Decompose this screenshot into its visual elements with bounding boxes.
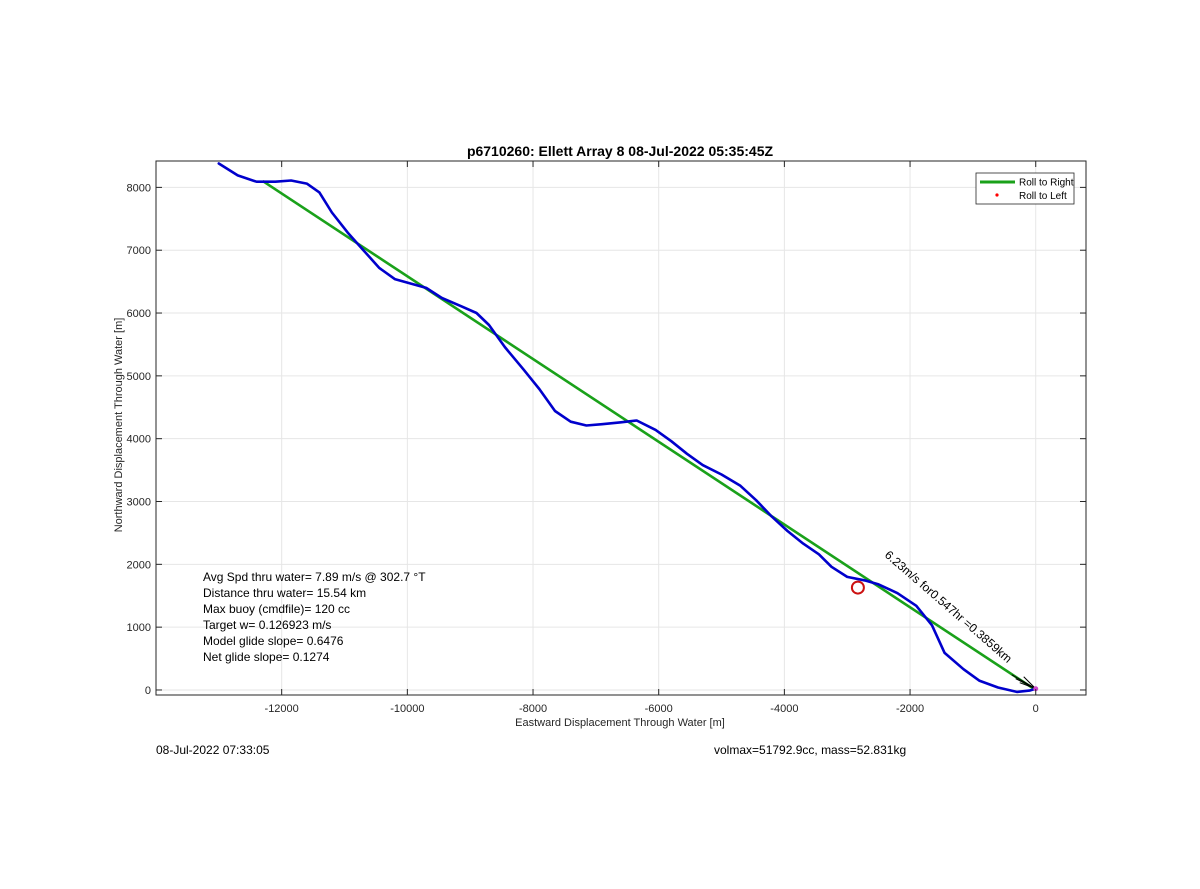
legend-roll-left-label: Roll to Left: [1019, 191, 1067, 202]
origin-point: [1033, 686, 1039, 692]
footer-timestamp: 08-Jul-2022 07:33:05: [156, 743, 270, 757]
grid-lines: [156, 161, 1086, 695]
current-arrow: [1023, 676, 1037, 690]
y-tick-label: 3000: [127, 497, 151, 509]
y-tick-label: 8000: [127, 182, 151, 194]
stats-block: Avg Spd thru water= 7.89 m/s @ 302.7 °T …: [203, 570, 426, 664]
glider-track-line: [217, 162, 1037, 694]
x-tick-label: -2000: [896, 703, 924, 715]
x-tick-label: -12000: [265, 703, 299, 715]
tick-marks: [156, 161, 1086, 695]
y-axis-label: Northward Displacement Through Water [m]: [113, 318, 125, 533]
y-tick-label: 4000: [127, 434, 151, 446]
x-tick-label: -6000: [645, 703, 673, 715]
legend-box: [975, 172, 1075, 205]
y-tick-label: 6000: [127, 308, 151, 320]
axes-frame: [155, 160, 1087, 696]
legend-roll-right-label: Roll to Right: [1019, 178, 1074, 189]
position-marker: [850, 580, 865, 595]
x-tick-label: 0: [1033, 703, 1039, 715]
y-tick-label: 2000: [127, 559, 151, 571]
net-track-line: [262, 180, 1037, 692]
legend-roll-left-swatch: [995, 193, 999, 197]
x-tick-label: -10000: [390, 703, 424, 715]
stat-target-w: Target w= 0.126923 m/s: [203, 618, 331, 632]
stat-avg-speed: Avg Spd thru water= 7.89 m/s @ 302.7 °T: [203, 570, 426, 584]
x-tick-label: -8000: [519, 703, 547, 715]
stat-distance: Distance thru water= 15.54 km: [203, 586, 366, 600]
y-tick-label: 0: [145, 685, 151, 697]
y-tick-label: 1000: [127, 622, 151, 634]
chart-title: p6710260: Ellett Array 8 08-Jul-2022 05:…: [467, 143, 774, 159]
x-tick-labels: -12000 -10000 -8000 -6000 -4000 -2000 0: [265, 703, 1039, 715]
y-tick-label: 7000: [127, 245, 151, 257]
y-tick-labels: 0 1000 2000 3000 4000 5000 6000 7000 8000: [127, 182, 151, 697]
stat-net-glide-slope: Net glide slope= 0.1274: [203, 650, 330, 664]
legend: Roll to Right Roll to Left: [975, 172, 1075, 205]
data-lines: [217, 162, 1037, 694]
y-tick-label: 5000: [127, 371, 151, 383]
footer-volmax-mass: volmax=51792.9cc, mass=52.831kg: [714, 743, 906, 757]
x-tick-label: -4000: [770, 703, 798, 715]
plot-area: -12000 -10000 -8000 -6000 -4000 -2000 0 0 1000 2…: [127, 160, 1087, 715]
stat-max-buoy: Max buoy (cmdfile)= 120 cc: [203, 602, 350, 616]
x-axis-label: Eastward Displacement Through Water [m]: [515, 717, 725, 729]
plot-annotations: [850, 580, 1039, 692]
stat-model-glide-slope: Model glide slope= 0.6476: [203, 634, 344, 648]
